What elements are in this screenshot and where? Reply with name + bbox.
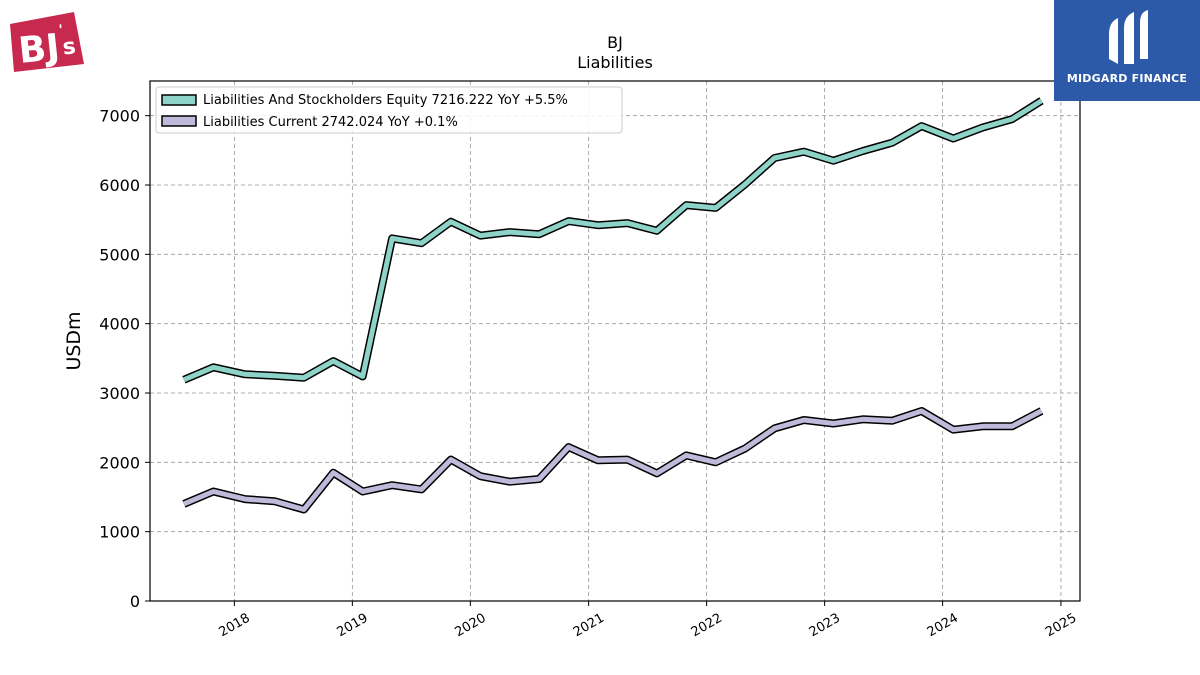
y-tick-label: 4000 [99,315,140,334]
x-tick-label: 2024 [925,611,961,641]
x-axis: 2018 2019 2020 2021 2022 2023 2024 2025 [217,601,1079,641]
svg-text:': ' [58,22,64,38]
series-outline [182,97,1044,384]
series-line [182,98,1043,383]
legend-swatch [161,94,197,106]
x-tick-label: 2021 [571,611,607,641]
legend: Liabilities And Stockholders Equity 7216… [155,86,623,134]
svg-text:BJ: BJ [17,27,62,72]
brand-name: MIDGARD FINANCE [1066,72,1188,85]
midgard-emblem-icon [1109,10,1148,64]
x-tick-label: 2023 [807,611,843,641]
y-axis: 0 1000 2000 3000 4000 5000 6000 7000 [99,107,150,611]
y-tick-label: 3000 [99,384,140,403]
x-tick-label: 2018 [217,611,253,641]
legend-swatch [161,115,197,127]
y-tick-label: 5000 [99,245,140,264]
y-tick-label: 2000 [99,453,140,472]
y-tick-label: 7000 [99,107,140,126]
y-axis-label: USDm [63,311,85,370]
y-tick-label: 1000 [99,523,140,542]
bjs-logo: BJ s ' [8,10,88,78]
x-tick-label: 2022 [689,611,725,641]
x-tick-label: 2020 [453,611,489,641]
legend-box [155,86,623,134]
legend-entry-total: Liabilities And Stockholders Equity 7216… [203,93,568,108]
chart-title: BJ [607,33,623,52]
plot-frame [149,80,1081,602]
svg-text:s: s [61,34,77,60]
y-tick-label: 6000 [99,176,140,195]
series-line [182,408,1043,512]
chart-subtitle: Liabilities [577,53,653,72]
midgard-finance-logo: MIDGARD FINANCE [1054,0,1200,101]
x-tick-label: 2019 [335,611,371,641]
grid [150,81,1080,601]
series-lines [182,97,1044,514]
x-tick-label: 2025 [1043,611,1079,641]
y-tick-label: 0 [130,592,140,611]
legend-entry-current: Liabilities Current 2742.024 YoY +0.1% [203,115,458,130]
